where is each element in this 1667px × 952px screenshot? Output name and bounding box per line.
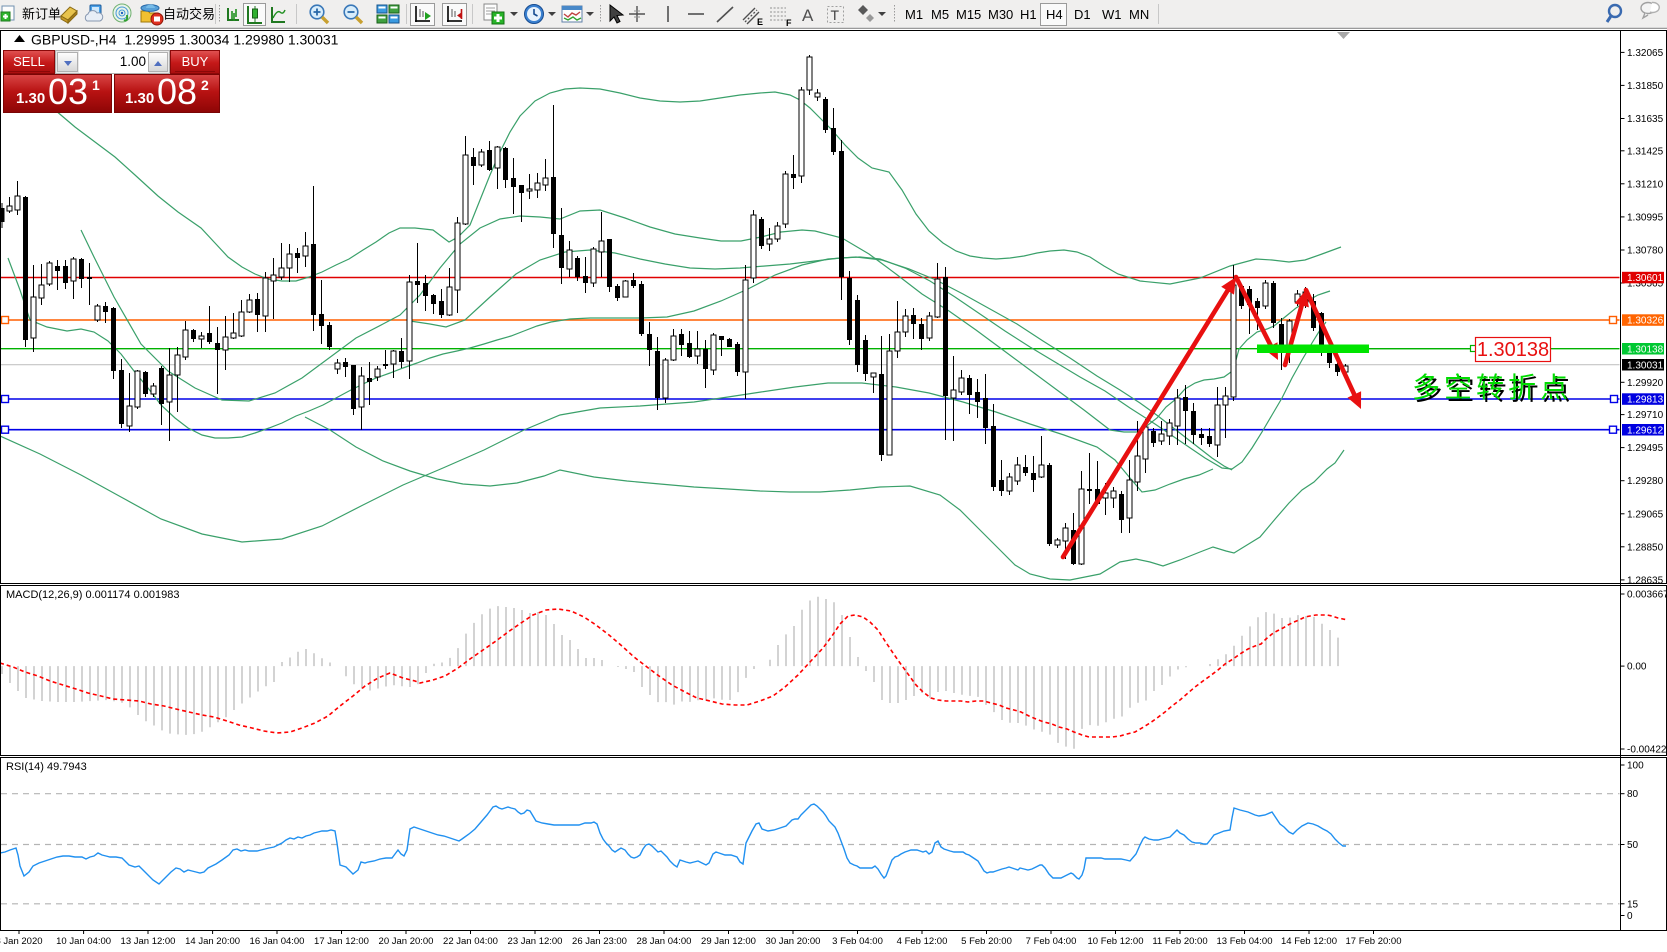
svg-text:14 Jan 20:00: 14 Jan 20:00 [185, 936, 240, 947]
svg-text:0.00: 0.00 [1627, 662, 1647, 673]
svg-text:50: 50 [1627, 840, 1639, 851]
svg-text:17 Jan 12:00: 17 Jan 12:00 [314, 936, 369, 947]
svg-text:1.31635: 1.31635 [1627, 114, 1664, 125]
svg-text:26 Jan 23:00: 26 Jan 23:00 [572, 936, 627, 947]
svg-text:H4: H4 [1046, 7, 1063, 22]
svg-text:自动交易: 自动交易 [163, 7, 215, 22]
svg-text:D1: D1 [1074, 7, 1091, 22]
svg-text:15: 15 [1627, 899, 1639, 910]
svg-text:GBPUSD-,H4 1.29995 1.30034 1.: GBPUSD-,H4 1.29995 1.30034 1.29980 1.300… [31, 32, 339, 48]
svg-text:-0.00422: -0.00422 [1627, 745, 1667, 756]
svg-text:MN: MN [1129, 7, 1149, 22]
svg-text:13 Feb 04:00: 13 Feb 04:00 [1217, 936, 1273, 947]
svg-text:0.003667: 0.003667 [1627, 590, 1667, 601]
svg-text:22 Jan 04:00: 22 Jan 04:00 [443, 936, 498, 947]
svg-text:14 Feb 12:00: 14 Feb 12:00 [1281, 936, 1337, 947]
svg-text:17 Feb 20:00: 17 Feb 20:00 [1346, 936, 1402, 947]
svg-text:F: F [786, 18, 792, 28]
svg-text:A: A [802, 6, 814, 25]
svg-text:W1: W1 [1102, 7, 1122, 22]
svg-text:1.30138: 1.30138 [1627, 344, 1664, 355]
svg-text:3 Feb 04:00: 3 Feb 04:00 [832, 936, 883, 947]
svg-text:0: 0 [1627, 911, 1633, 922]
svg-text:1.28635: 1.28635 [1627, 575, 1664, 586]
svg-text:1.30601: 1.30601 [1627, 273, 1664, 284]
svg-text:7 Feb 04:00: 7 Feb 04:00 [1026, 936, 1077, 947]
svg-text:H1: H1 [1020, 7, 1037, 22]
svg-text:多空转折点: 多空转折点 [1415, 375, 1575, 406]
svg-text:1.29065: 1.29065 [1627, 509, 1664, 520]
svg-text:RSI(14) 49.7943: RSI(14) 49.7943 [6, 761, 87, 773]
svg-text:1.29920: 1.29920 [1627, 378, 1664, 389]
svg-text:1.31425: 1.31425 [1627, 146, 1664, 157]
svg-text:1.30780: 1.30780 [1627, 246, 1664, 257]
svg-text:4 Feb 12:00: 4 Feb 12:00 [897, 936, 948, 947]
svg-text:1.30326: 1.30326 [1627, 316, 1664, 327]
svg-text:10 Feb 12:00: 10 Feb 12:00 [1088, 936, 1144, 947]
svg-text:MACD(12,26,9) 0.001174 0.00198: MACD(12,26,9) 0.001174 0.001983 [6, 589, 179, 601]
svg-text:29 Jan 12:00: 29 Jan 12:00 [701, 936, 756, 947]
svg-text:100: 100 [1627, 761, 1644, 772]
svg-text:M1: M1 [905, 7, 923, 22]
svg-text:1.28850: 1.28850 [1627, 542, 1664, 553]
svg-text:1.30031: 1.30031 [1627, 360, 1664, 371]
svg-text:T: T [831, 7, 840, 23]
svg-text:E: E [757, 17, 763, 27]
svg-text:1.30565: 1.30565 [1627, 279, 1664, 290]
svg-text:1.29710: 1.29710 [1627, 410, 1664, 421]
svg-text:16 Jan 04:00: 16 Jan 04:00 [250, 936, 305, 947]
svg-text:M30: M30 [988, 7, 1013, 22]
svg-text:13 Jan 12:00: 13 Jan 12:00 [121, 936, 176, 947]
svg-text:1.32065: 1.32065 [1627, 48, 1664, 59]
svg-text:1.30995: 1.30995 [1627, 212, 1664, 223]
svg-text:1.30138: 1.30138 [1477, 339, 1549, 361]
svg-text:5 Feb 20:00: 5 Feb 20:00 [961, 936, 1012, 947]
svg-text:11 Feb 20:00: 11 Feb 20:00 [1152, 936, 1207, 947]
svg-text:1.29280: 1.29280 [1627, 476, 1664, 487]
svg-text:M15: M15 [956, 7, 981, 22]
svg-text:8 Jan 2020: 8 Jan 2020 [0, 936, 43, 947]
svg-text:M5: M5 [931, 7, 949, 22]
svg-text:1.29612: 1.29612 [1627, 425, 1664, 436]
svg-text:30 Jan 20:00: 30 Jan 20:00 [766, 936, 821, 947]
svg-text:10 Jan 04:00: 10 Jan 04:00 [56, 936, 111, 947]
svg-text:多空转折点: 多空转折点 [1412, 372, 1572, 403]
svg-text:新订单: 新订单 [22, 7, 61, 22]
svg-text:1.31210: 1.31210 [1627, 179, 1664, 190]
svg-text:23 Jan 12:00: 23 Jan 12:00 [508, 936, 563, 947]
svg-text:80: 80 [1627, 789, 1639, 800]
svg-text:28 Jan 04:00: 28 Jan 04:00 [637, 936, 692, 947]
svg-text:1.29495: 1.29495 [1627, 443, 1664, 454]
svg-text:1.29813: 1.29813 [1627, 395, 1664, 406]
svg-text:20 Jan 20:00: 20 Jan 20:00 [379, 936, 434, 947]
svg-text:1.31850: 1.31850 [1627, 81, 1664, 92]
